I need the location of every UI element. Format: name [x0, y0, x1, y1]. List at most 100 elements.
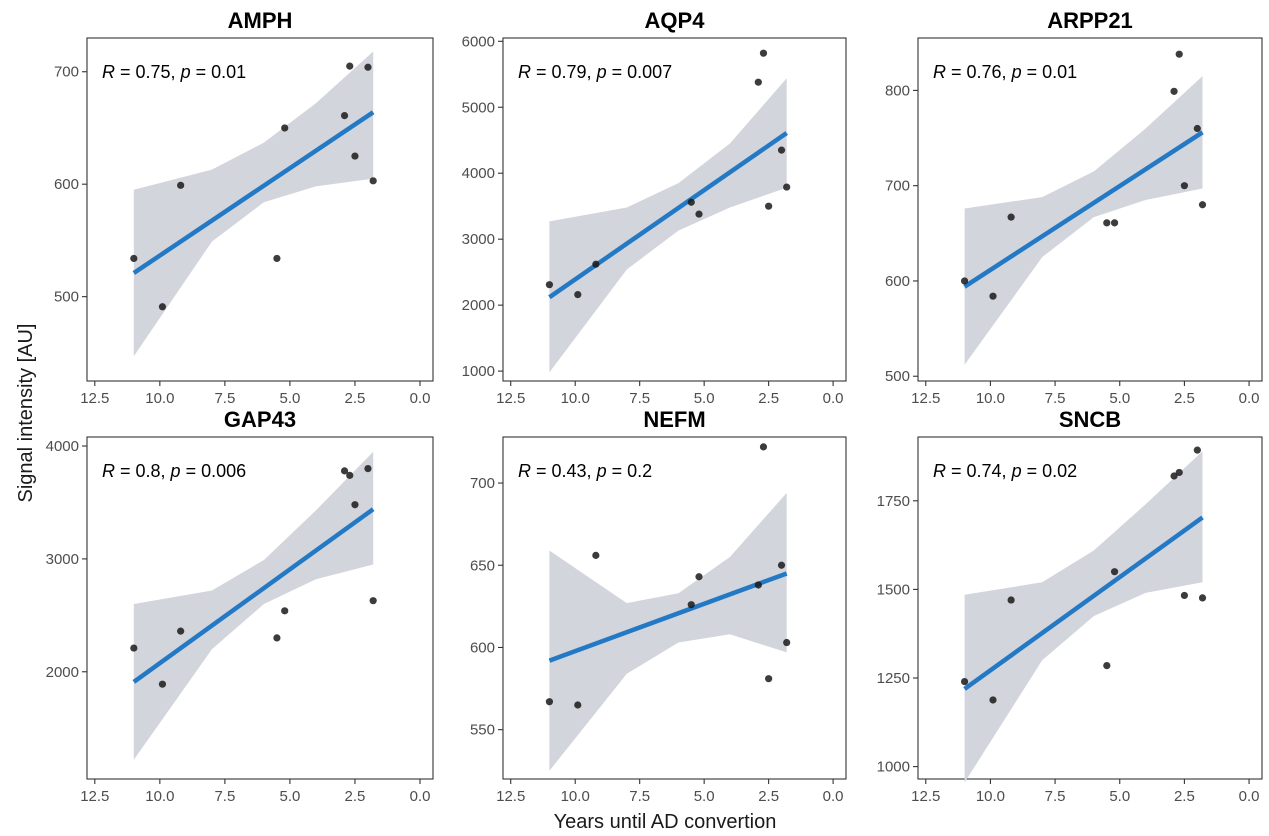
x-tick-label: 5.0: [279, 788, 300, 805]
data-point: [989, 292, 997, 300]
x-tick-label: 7.5: [214, 788, 235, 805]
data-point: [960, 277, 969, 285]
data-point: [364, 63, 372, 71]
y-tick-label: 800: [885, 82, 910, 99]
y-tick-label: 4000: [46, 438, 79, 455]
correlation-annotation: R = 0.74, p = 0.02: [933, 461, 1077, 481]
panel-title: AQP4: [645, 8, 706, 33]
y-tick-label: 600: [470, 639, 495, 656]
confidence-band: [133, 451, 374, 760]
y-tick-label: 6000: [462, 33, 495, 50]
data-point: [765, 675, 773, 683]
data-point: [754, 78, 762, 86]
data-point: [777, 146, 786, 154]
data-point: [687, 198, 695, 206]
data-point: [574, 290, 582, 299]
x-tick-label: 7.5: [629, 390, 650, 407]
x-tick-label: 12.5: [911, 390, 940, 407]
data-point: [754, 581, 762, 589]
x-tick-label: 10.0: [145, 390, 174, 407]
p-symbol: p: [596, 461, 607, 481]
x-tick-label: 7.5: [214, 390, 235, 407]
p-value: = 0.01: [191, 62, 247, 82]
p-symbol: p: [596, 62, 607, 82]
data-point: [1170, 87, 1178, 95]
data-point: [1170, 472, 1178, 480]
data-point: [1180, 591, 1189, 600]
y-tick-label: 650: [470, 557, 495, 574]
confidence-band: [549, 78, 787, 373]
y-tick-label: 2000: [462, 297, 495, 314]
r-value: = 0.76,: [946, 62, 1012, 82]
panel-title: GAP43: [224, 407, 296, 432]
panel-title: ARPP21: [1047, 8, 1133, 33]
data-point: [695, 573, 703, 581]
y-axis-title: Signal intensity [AU]: [15, 324, 37, 503]
p-symbol: p: [180, 62, 191, 82]
data-point: [759, 443, 768, 451]
r-symbol: R: [933, 461, 946, 481]
x-tick-label: 2.5: [345, 390, 366, 407]
panel-gap43: GAP43 12.5 10.0 7.5 5.0 2.5 0.0 2000 3000 4000 R =…: [46, 407, 434, 805]
data-point: [1103, 219, 1111, 227]
p-symbol: p: [1011, 62, 1022, 82]
data-point: [695, 210, 703, 218]
x-tick-label: 2.5: [1174, 788, 1195, 805]
data-point: [1103, 661, 1111, 670]
y-tick-label: 1000: [462, 363, 495, 380]
data-point: [1110, 219, 1119, 227]
regression-line: [963, 130, 1204, 289]
p-value: = 0.2: [607, 461, 653, 481]
x-tick-label: 0.0: [410, 788, 431, 805]
x-tick-label: 12.5: [496, 390, 525, 407]
y-tick-label: 2000: [46, 664, 79, 681]
data-point: [158, 680, 167, 688]
x-tick-label: 10.0: [976, 788, 1005, 805]
data-point: [1198, 594, 1207, 602]
x-tick-label: 2.5: [1174, 390, 1195, 407]
x-tick-label: 12.5: [496, 788, 525, 805]
data-point: [1110, 568, 1119, 576]
x-tick-label: 5.0: [694, 390, 715, 407]
data-point: [1198, 201, 1207, 209]
x-tick-label: 7.5: [1045, 390, 1066, 407]
data-point: [340, 111, 349, 120]
r-symbol: R: [933, 62, 946, 82]
correlation-annotation: R = 0.79, p = 0.007: [518, 62, 672, 82]
y-tick-label: 700: [54, 64, 79, 81]
p-value: = 0.007: [607, 62, 673, 82]
y-tick-label: 3000: [46, 551, 79, 568]
data-point: [592, 551, 600, 559]
data-point: [177, 627, 185, 635]
regression-line: [132, 110, 375, 275]
data-point: [1007, 213, 1015, 221]
data-point: [783, 638, 791, 647]
data-point: [281, 607, 289, 615]
y-tick-label: 5000: [462, 99, 495, 116]
data-point: [273, 254, 281, 263]
x-tick-label: 12.5: [80, 390, 109, 407]
x-axis-title: Years until AD convertion: [554, 811, 777, 833]
data-point: [989, 696, 997, 704]
x-tick-label: 0.0: [1239, 788, 1260, 805]
data-point: [783, 183, 791, 191]
data-point: [130, 254, 138, 263]
data-point: [364, 465, 372, 473]
x-tick-label: 0.0: [1239, 390, 1260, 407]
correlation-annotation: R = 0.8, p = 0.006: [102, 461, 246, 481]
data-point: [346, 62, 354, 70]
x-tick-label: 10.0: [561, 788, 590, 805]
data-point: [574, 701, 582, 709]
y-tick-label: 550: [470, 722, 495, 739]
p-symbol: p: [170, 461, 181, 481]
data-point: [1175, 468, 1183, 477]
y-tick-label: 700: [470, 475, 495, 492]
data-point: [130, 644, 138, 652]
y-tick-label: 600: [885, 273, 910, 290]
panel-title: NEFM: [643, 407, 705, 432]
confidence-band: [133, 51, 374, 357]
panel-sncb: SNCB 12.5 10.0 7.5 5.0 2.5 0.0 1000 1250 1500 1750…: [877, 407, 1263, 805]
x-tick-label: 10.0: [561, 390, 590, 407]
y-tick-label: 700: [885, 178, 910, 195]
